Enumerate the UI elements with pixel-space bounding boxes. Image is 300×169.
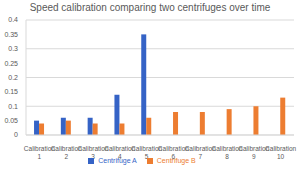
html-text:2: 2	[64, 152, 68, 160]
html-text:Calibration: Calibration	[104, 145, 136, 152]
html-text:9: 9	[252, 152, 256, 160]
svg-text:0.25: 0.25	[8, 60, 18, 67]
html-text:7: 7	[198, 152, 202, 160]
svg-text:0: 0	[14, 131, 18, 138]
svg-text:0.15: 0.15	[8, 88, 18, 95]
svg-text:0.3: 0.3	[8, 45, 18, 52]
svg-text:Calibration10: Calibration10	[265, 145, 292, 160]
html-text:5: 5	[144, 152, 149, 160]
svg-text:0.35: 0.35	[8, 31, 18, 38]
html-text:3: 3	[91, 152, 95, 160]
html-text:Speed calibration comparing tw: Speed calibration comparing two centrifu…	[29, 2, 271, 13]
html-text:4: 4	[118, 152, 122, 160]
svg-text:0.1: 0.1	[8, 103, 18, 110]
svg-text:0.05: 0.05	[8, 117, 18, 124]
html-text:1: 1	[37, 152, 42, 160]
html-text:Centrifuge B: Centrifuge B	[156, 157, 196, 164]
html-text:Calibration: Calibration	[157, 145, 189, 152]
html-text:6: 6	[171, 152, 176, 160]
html-text:Calibration: Calibration	[50, 145, 82, 152]
html-text:Calibration: Calibration	[131, 145, 163, 152]
html-text:Calibration: Calibration	[77, 145, 109, 152]
html-text:8: 8	[225, 152, 229, 160]
html-text:Calibration: Calibration	[211, 145, 243, 152]
html-text:Calibration: Calibration	[184, 145, 216, 152]
html-text:Centrifuge A: Centrifuge A	[98, 157, 137, 164]
svg-text:0.2: 0.2	[8, 74, 18, 81]
html-text:Calibration: Calibration	[23, 145, 55, 152]
svg-text:0.4: 0.4	[8, 16, 18, 23]
